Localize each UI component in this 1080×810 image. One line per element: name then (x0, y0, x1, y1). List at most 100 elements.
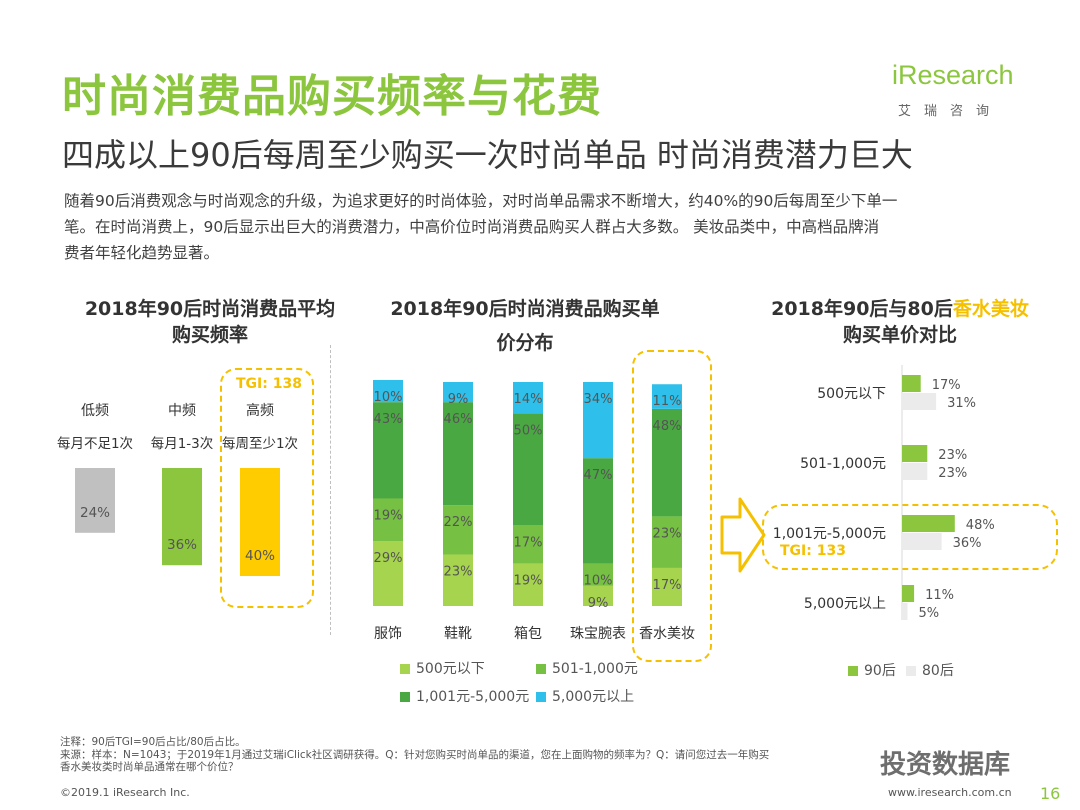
comparison-bar (902, 463, 928, 480)
tgi-annotation: TGI: 138 (236, 376, 302, 392)
chart2-legend: 500元以下 501-1,000元 1,001元-5,000元 5,000元以上 (400, 658, 730, 708)
data-label: 10% (584, 573, 613, 588)
legend-swatch (400, 692, 410, 702)
data-label: 34% (584, 392, 613, 407)
stacked-segment (652, 567, 682, 606)
category-label: 鞋靴 (444, 626, 472, 642)
comparison-bar (902, 393, 937, 410)
data-label: 23% (938, 466, 967, 481)
stacked-segment (583, 585, 613, 606)
category-label: 箱包 (514, 626, 542, 642)
chart1-title-line1: 2018年90后时尚消费品平均 (84, 298, 336, 320)
data-label: 14% (514, 392, 543, 407)
stacked-segment (443, 505, 473, 555)
stacked-segment (583, 458, 613, 564)
chart2-svg: 29% 19% 43% 10% 服饰 23% 22% 46% 9% 鞋靴 19% 17% 50% 14% 箱… (373, 379, 695, 642)
logo-cn: 艾瑞咨询 (898, 104, 1003, 119)
frequency-sublabel: 每周至少1次 (222, 436, 298, 452)
data-label: 9% (448, 392, 469, 407)
stacked-segment (583, 563, 613, 586)
data-label: 19% (514, 573, 543, 588)
legend-label: 501-1,000元 (552, 661, 638, 677)
chart3-title-highlight: 香水美妆 (952, 298, 1029, 320)
frequency-bar (162, 468, 202, 566)
stacked-segment (513, 525, 543, 564)
category-label: 501-1,000元 (800, 456, 886, 472)
page-title: 时尚消费品购买频率与花费 (62, 71, 602, 122)
comparison-bar (902, 533, 942, 550)
legend-swatch (400, 664, 410, 674)
chart3-title-line1: 2018年90后与80后 (771, 298, 953, 320)
frequency-bar (240, 468, 280, 576)
stacked-segment (443, 382, 473, 403)
data-label: 5% (919, 606, 940, 621)
category-label: 中频 (168, 403, 196, 419)
data-label: 23% (444, 564, 473, 579)
data-label: 29% (374, 551, 403, 566)
legend-item: 501-1,000元 (536, 658, 638, 678)
legend-item: 5,000元以上 (536, 686, 634, 706)
website-link[interactable]: www.iresearch.com.cn (888, 786, 1012, 799)
stacked-segment (373, 541, 403, 606)
legend-swatch (536, 664, 546, 674)
data-label: 40% (245, 548, 275, 564)
data-label: 47% (584, 468, 613, 483)
data-label: 36% (167, 537, 197, 553)
page-subtitle: 四成以上90后每周至少购买一次时尚单品 时尚消费潜力巨大 (62, 136, 913, 174)
category-label: 香水美妆 (639, 626, 695, 642)
category-label: 珠宝腕表 (570, 626, 626, 642)
intro-line: 费者年轻化趋势显著。 (64, 244, 220, 262)
legend-label: 90后 (864, 663, 896, 679)
frequency-bar (75, 468, 115, 533)
chart1-plot: 低频每月不足1次 24% 中频每月1-3次 36% 高频每周至少1次 40% (50, 395, 320, 595)
legend-label: 500元以下 (416, 661, 485, 677)
stacked-segment (652, 384, 682, 409)
frequency-sublabel: 每月不足1次 (57, 436, 133, 452)
data-label: 19% (374, 508, 403, 523)
data-label: 48% (653, 419, 682, 434)
legend-label: 80后 (922, 663, 954, 679)
tgi-annotation: TGI: 133 (780, 543, 846, 559)
category-label: 高频 (246, 402, 274, 419)
data-label: 24% (80, 505, 110, 521)
legend-item: 90后 (848, 660, 896, 680)
legend-item: 500元以下 (400, 658, 485, 678)
legend-swatch (906, 666, 916, 676)
stacked-segment (373, 402, 403, 499)
data-label: 23% (938, 448, 967, 463)
footnotes: 注释：90后TGI=90后占比/80后占比。 来源：样本：N=1043；于201… (60, 736, 1020, 774)
data-label: 46% (444, 412, 473, 427)
data-label: 17% (932, 378, 961, 393)
data-label: 31% (947, 396, 976, 411)
data-label: 50% (514, 423, 543, 438)
stacked-segment (513, 413, 543, 526)
data-label: 10% (374, 390, 403, 405)
legend-item: 1,001元-5,000元 (400, 686, 529, 706)
arrow-right-icon (720, 497, 766, 573)
data-label: 11% (925, 588, 954, 603)
legend-swatch (848, 666, 858, 676)
stacked-segment (443, 402, 473, 506)
footnote-line: 来源：样本：N=1043；于2019年1月通过艾瑞iClick社区调研获得。Q：… (60, 748, 770, 761)
stacked-segment (513, 563, 543, 606)
data-label: 9% (588, 596, 609, 611)
chart3-svg: 500元以下 17% 31% 501-1,000元 23% 23% 1,001元-5,000… (773, 365, 995, 621)
stacked-segment (583, 382, 613, 459)
category-label: 1,001元-5,000元 (773, 526, 886, 542)
chart3-plot: 500元以下 17% 31% 501-1,000元 23% 23% 1,001元-5,000… (760, 365, 1060, 635)
comparison-bar (902, 375, 921, 392)
chart3-legend: 90后 80后 (848, 660, 1048, 680)
frequency-sublabel: 每月1-3次 (151, 436, 214, 452)
intro-line: 随着90后消费观念与时尚观念的升级，为追求更好的时尚体验，对时尚单品需求不断增大… (64, 192, 898, 210)
tgi-highlight-box (220, 368, 314, 608)
chart3-title-line2: 购买单价对比 (842, 324, 957, 346)
data-label: 48% (966, 518, 995, 533)
category-label: 500元以下 (817, 386, 886, 402)
intro-line: 笔。在时尚消费上，90后显示出巨大的消费潜力，中高价位时尚消费品购买人群占大多数… (64, 218, 880, 236)
chart2-title-line2: 价分布 (496, 332, 554, 354)
chart2-title: 2018年90后时尚消费品购买单 价分布 (360, 296, 690, 356)
stacked-segment (373, 379, 403, 403)
category-label: 低频 (81, 403, 109, 419)
data-label: 22% (444, 515, 473, 530)
